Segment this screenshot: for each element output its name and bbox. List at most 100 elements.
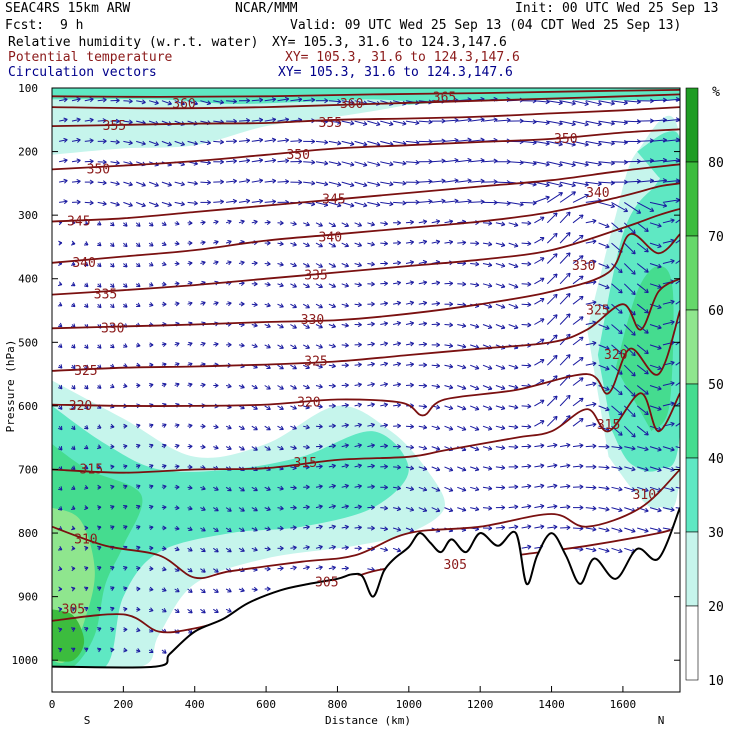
vector-arrow bbox=[290, 140, 302, 142]
vector-arrowhead bbox=[409, 423, 414, 429]
vector-arrow bbox=[546, 395, 558, 407]
vector-arrow bbox=[264, 486, 271, 491]
vector-arrowhead bbox=[670, 299, 675, 305]
vector-arrowhead bbox=[318, 504, 323, 510]
vector-arrow bbox=[315, 181, 328, 185]
vector-arrow bbox=[238, 405, 245, 409]
vector-arrow bbox=[662, 260, 675, 264]
vector-arrowhead bbox=[344, 302, 349, 308]
vector-arrowhead bbox=[605, 527, 610, 533]
vector-arrow bbox=[457, 139, 472, 142]
vector-arrow bbox=[470, 139, 485, 142]
vector-arrowhead bbox=[657, 385, 662, 391]
vector-arrow bbox=[380, 342, 388, 346]
vector-arrow bbox=[213, 120, 224, 123]
vector-arrow bbox=[572, 397, 584, 407]
vector-arrow bbox=[380, 120, 394, 125]
vector-arrowhead bbox=[175, 484, 180, 490]
vector-arrow bbox=[623, 283, 636, 295]
vector-arrow bbox=[303, 546, 310, 549]
vector-arrowhead bbox=[123, 263, 128, 268]
legend-theta-xy: XY= 105.3, 31.6 to 124.3,147.6 bbox=[285, 50, 520, 65]
y-tick-label: 400 bbox=[18, 273, 38, 286]
vector-arrowhead bbox=[376, 121, 381, 127]
vector-arrowhead bbox=[123, 464, 128, 470]
vector-arrowhead bbox=[97, 384, 102, 389]
vector-arrow bbox=[495, 466, 505, 469]
vector-arrow bbox=[572, 336, 584, 346]
vector-arrowhead bbox=[532, 160, 537, 166]
vector-arrowhead bbox=[193, 100, 198, 106]
vector-arrowhead bbox=[70, 445, 76, 451]
vector-arrowhead bbox=[344, 242, 350, 248]
vector-arrow bbox=[611, 140, 628, 144]
vector-arrowhead bbox=[266, 344, 271, 349]
vector-arrowhead bbox=[344, 382, 349, 388]
vector-arrow bbox=[598, 283, 610, 289]
vector-arrow bbox=[367, 403, 375, 407]
vector-arrowhead bbox=[383, 505, 388, 511]
vector-arrow bbox=[649, 466, 662, 471]
vector-arrowhead bbox=[670, 507, 675, 512]
vector-arrow bbox=[328, 140, 342, 145]
vector-arrow bbox=[393, 282, 401, 285]
vector-arrow bbox=[470, 385, 480, 390]
vector-arrow bbox=[277, 242, 284, 245]
org-name: NCAR/MMM bbox=[235, 1, 298, 16]
y-tick-label: 800 bbox=[18, 527, 38, 540]
vector-arrow bbox=[123, 140, 133, 144]
vector-arrowhead bbox=[566, 313, 571, 318]
y-tick-label: 200 bbox=[18, 146, 38, 159]
vector-arrowhead bbox=[201, 527, 206, 532]
vector-arrow bbox=[264, 118, 276, 122]
vector-arrow bbox=[636, 364, 649, 375]
vector-arrowhead bbox=[219, 159, 224, 165]
vector-arrowhead bbox=[435, 301, 441, 307]
vector-arrowhead bbox=[461, 323, 467, 328]
vector-arrowhead bbox=[63, 199, 68, 205]
vector-arrow bbox=[624, 120, 641, 123]
vector-arrowhead bbox=[493, 117, 498, 123]
vector-arrow bbox=[341, 324, 349, 327]
vector-arrow bbox=[71, 98, 81, 102]
vector-arrow bbox=[226, 180, 237, 183]
vector-arrowhead bbox=[618, 329, 623, 335]
vector-arrowhead bbox=[487, 425, 493, 431]
vector-arrow bbox=[559, 272, 571, 285]
forecast-hours: 9 h bbox=[60, 18, 84, 33]
vector-arrowhead bbox=[188, 240, 193, 246]
vector-arrow bbox=[636, 263, 649, 273]
vector-arrowhead bbox=[162, 484, 167, 490]
vector-arrowhead bbox=[631, 249, 636, 255]
vector-arrow bbox=[148, 140, 159, 146]
vector-arrow bbox=[431, 425, 440, 430]
vector-arrowhead bbox=[292, 505, 297, 511]
vector-arrow bbox=[148, 100, 159, 104]
vector-arrowhead bbox=[63, 97, 68, 103]
vector-arrow bbox=[470, 201, 485, 203]
contour-label: 325 bbox=[586, 304, 609, 319]
vector-arrowhead bbox=[592, 485, 597, 491]
vector-arrow bbox=[431, 466, 440, 471]
vector-arrow bbox=[508, 242, 519, 247]
vector-arrow bbox=[546, 416, 558, 427]
contour-label: 360 bbox=[172, 97, 195, 112]
vector-arrowhead bbox=[357, 382, 362, 388]
vector-arrowhead bbox=[162, 241, 167, 246]
vector-arrowhead bbox=[102, 97, 107, 103]
vector-arrowhead bbox=[96, 566, 102, 571]
vector-arrowhead bbox=[214, 342, 219, 347]
vector-arrow bbox=[341, 344, 349, 347]
vector-arrowhead bbox=[644, 390, 649, 395]
vector-arrowhead bbox=[357, 525, 362, 531]
vector-arrow bbox=[444, 405, 453, 410]
vector-arrow bbox=[392, 527, 401, 531]
vector-arrow bbox=[482, 364, 493, 370]
vector-arrowhead bbox=[305, 364, 310, 370]
vector-arrow bbox=[457, 283, 466, 285]
vector-arrow bbox=[560, 485, 571, 488]
vector-arrow bbox=[431, 507, 441, 512]
vector-arrowhead bbox=[214, 527, 219, 532]
vector-arrow bbox=[482, 486, 492, 490]
vector-arrowhead bbox=[305, 242, 310, 247]
